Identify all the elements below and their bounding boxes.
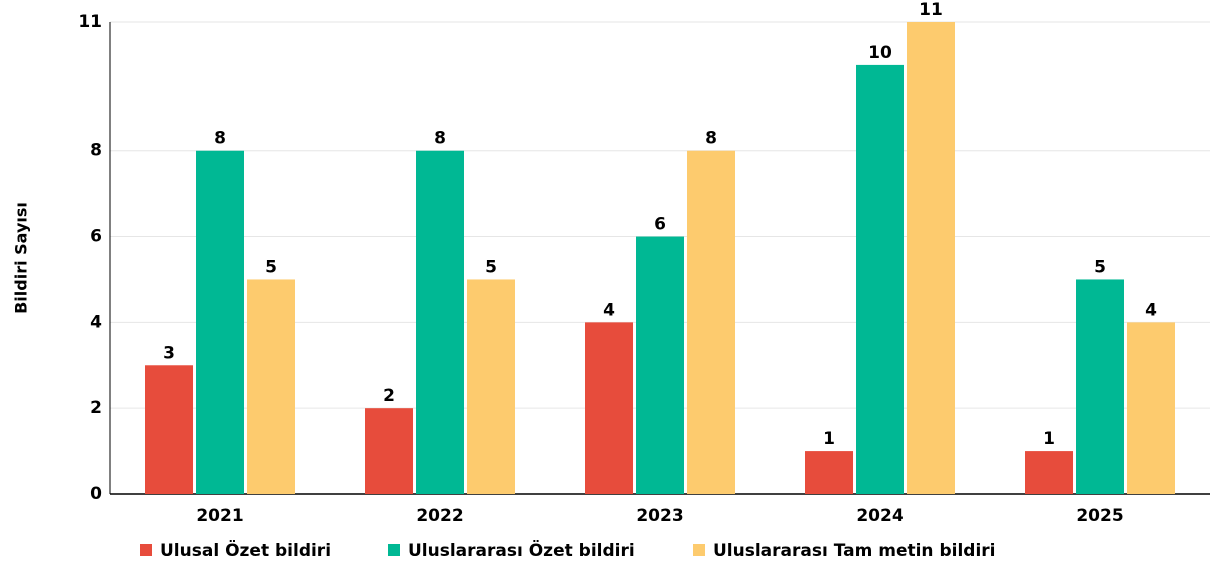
bar [856, 64, 904, 494]
y-tick-label: 6 [90, 227, 102, 247]
legend-swatch [693, 544, 705, 556]
y-tick-label: 4 [90, 312, 102, 332]
x-tick-label: 2021 [196, 506, 243, 526]
data-label: 10 [868, 43, 892, 63]
data-label: 8 [705, 129, 717, 149]
data-label: 1 [823, 429, 835, 449]
legend-swatch [140, 544, 152, 556]
x-tick-label: 2022 [416, 506, 463, 526]
bar [1076, 279, 1124, 494]
bar [636, 236, 684, 494]
legend-label: Uluslararası Özet bildiri [408, 539, 635, 561]
bar [365, 408, 413, 494]
bar [416, 150, 464, 494]
data-label: 11 [919, 0, 943, 20]
data-label: 8 [434, 129, 446, 149]
data-label: 4 [603, 300, 615, 320]
data-label: 2 [383, 386, 395, 406]
y-tick-label: 8 [90, 141, 102, 161]
legend-label: Ulusal Özet bildiri [160, 539, 331, 561]
bar [585, 322, 633, 494]
bar [805, 451, 853, 494]
y-tick-label: 11 [78, 12, 102, 32]
bar [1127, 322, 1175, 494]
x-tick-label: 2023 [636, 506, 683, 526]
bar [196, 150, 244, 494]
y-tick-label: 0 [90, 484, 102, 504]
data-label: 5 [485, 257, 497, 277]
bar [247, 279, 295, 494]
y-axis-label: Bildiri Sayısı [12, 202, 31, 314]
legend-swatch [388, 544, 400, 556]
data-label: 5 [265, 257, 277, 277]
data-label: 4 [1145, 300, 1157, 320]
bar [687, 150, 735, 494]
legend-label: Uluslararası Tam metin bildiri [713, 541, 995, 561]
bar [907, 22, 955, 494]
data-label: 6 [654, 215, 666, 235]
data-label: 3 [163, 343, 175, 363]
bar [145, 365, 193, 494]
bar [1025, 451, 1073, 494]
y-tick-label: 2 [90, 398, 102, 418]
x-tick-label: 2024 [856, 506, 903, 526]
bar [467, 279, 515, 494]
data-label: 5 [1094, 257, 1106, 277]
x-tick-label: 2025 [1076, 506, 1123, 526]
data-label: 8 [214, 129, 226, 149]
data-label: 1 [1043, 429, 1055, 449]
